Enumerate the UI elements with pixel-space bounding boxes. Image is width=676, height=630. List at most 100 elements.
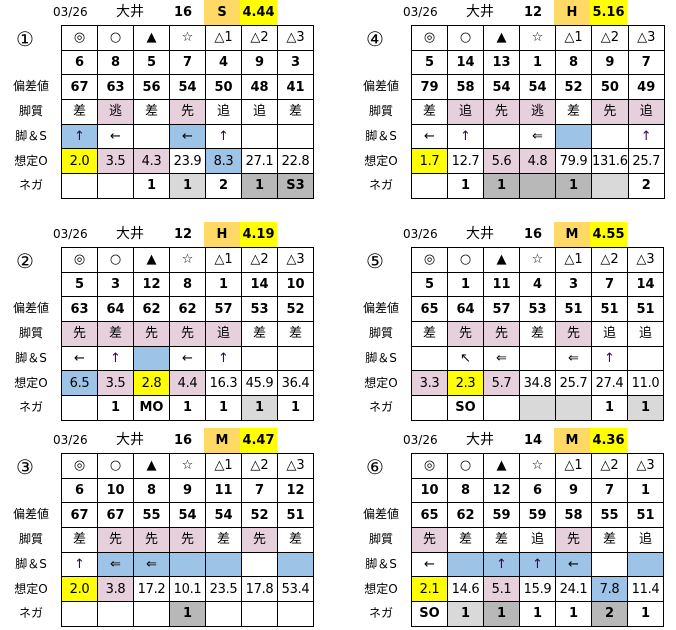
prediction-table: ◎ ○ ▲ ☆ △1 △2 △3 5 14 13 1 8 9 7 79 58 54 54 52 50 49 差追先逃差先追… bbox=[411, 25, 665, 199]
mark-cell: △2 bbox=[241, 247, 278, 273]
horse-number-cell: 9 bbox=[555, 477, 592, 504]
hensa-cell: 79 bbox=[411, 74, 448, 101]
mark-cell: △3 bbox=[277, 247, 314, 273]
horse-number-cell: 8 bbox=[133, 477, 170, 504]
hensa-cell: 51 bbox=[627, 502, 664, 529]
pace-row: ← ↑ ← ↑ bbox=[61, 345, 314, 372]
odds-cell: 25.7 bbox=[627, 148, 665, 175]
horse-number-cell: 10 bbox=[411, 477, 448, 504]
prediction-table: ◎ ○ ▲ ☆ △1 △2 △3 6 10 8 9 11 7 12 67 67 55 54 54 52 51 差先先先差先… bbox=[61, 453, 314, 627]
pace-arrow-cell bbox=[205, 551, 242, 578]
row-label: ネガ bbox=[368, 400, 393, 415]
horse-number-cell: 14 bbox=[447, 49, 484, 76]
row-label: 脚質 bbox=[368, 104, 393, 119]
horse-number-cell: 11 bbox=[483, 271, 520, 298]
odds-cell: 2.8 bbox=[133, 370, 170, 397]
running-style-cell: 差 bbox=[277, 99, 314, 125]
grade-badge: H bbox=[554, 0, 590, 25]
mark-cell: △2 bbox=[591, 453, 628, 479]
pace-arrow-cell: ↑ bbox=[591, 345, 628, 372]
row-label: 想定O bbox=[14, 375, 48, 390]
odds-cell: 7.8 bbox=[591, 576, 628, 603]
nega-cell: 1 bbox=[627, 395, 664, 421]
odds-cell: 2.0 bbox=[61, 148, 98, 175]
running-style-cell: 先 bbox=[169, 321, 206, 347]
horse-number-cell: 12 bbox=[133, 271, 170, 298]
horse-number-cell: 9 bbox=[241, 49, 278, 76]
row-label: ネガ bbox=[18, 400, 43, 415]
hensa-cell: 53 bbox=[241, 296, 278, 323]
nega-cell bbox=[241, 601, 278, 627]
horse-number-cell: 12 bbox=[277, 477, 314, 504]
pace-arrow-cell: ↑ bbox=[447, 123, 484, 150]
pace-arrow-cell: ← bbox=[411, 551, 448, 578]
pace-arrow-cell: ← bbox=[411, 123, 448, 150]
running-style-cell: 差 bbox=[411, 321, 448, 347]
nega-cell: 1 bbox=[205, 395, 242, 421]
race-panel: 03/26 大井 14 M 4.36 ⑥ 偏差値 脚質 脚＆S 想定O ネガ ◎ ○ ▲ ☆ △1 △2 △3 10… bbox=[350, 428, 670, 628]
horse-number-cell: 7 bbox=[627, 49, 665, 76]
nega-cell bbox=[519, 173, 556, 199]
race-date: 03/26 bbox=[53, 227, 88, 241]
pace-arrow-cell bbox=[133, 123, 170, 150]
mark-cell: ○ bbox=[447, 247, 484, 273]
running-style-cell: 先 bbox=[169, 527, 206, 553]
nega-cell bbox=[411, 395, 448, 421]
running-style-cell: 差 bbox=[61, 99, 98, 125]
nega-row: 1 MO 1 1 1 1 bbox=[61, 395, 314, 421]
mark-cell: ◎ bbox=[61, 247, 98, 273]
running-style-cell: 差 bbox=[61, 527, 98, 553]
hensa-row: 67 63 56 54 50 48 41 bbox=[61, 74, 314, 101]
mark-cell: △2 bbox=[241, 453, 278, 479]
running-style-cell: 先 bbox=[555, 527, 592, 553]
running-style-cell: 追 bbox=[519, 527, 556, 553]
odds-cell: 36.4 bbox=[277, 370, 314, 397]
running-style-cell: 追 bbox=[627, 321, 664, 347]
nega-cell: SO bbox=[447, 395, 484, 421]
mark-cell: ☆ bbox=[519, 453, 556, 479]
row-label: 偏差値 bbox=[12, 507, 49, 522]
mark-cell: ☆ bbox=[169, 453, 206, 479]
prediction-table: ◎ ○ ▲ ☆ △1 △2 △3 5 1 11 4 3 7 14 65 64 57 53 51 51 51 差先先差先追追… bbox=[411, 247, 664, 421]
row-label: ネガ bbox=[18, 606, 43, 621]
horse-number-cell: 6 bbox=[519, 477, 556, 504]
odds-row: 2.1 14.6 5.1 15.9 24.1 7.8 11.4 bbox=[411, 576, 664, 603]
nega-cell bbox=[61, 173, 98, 199]
mark-cell: ◎ bbox=[411, 247, 448, 273]
nega-cell: 1 bbox=[169, 395, 206, 421]
odds-cell: 23.5 bbox=[205, 576, 242, 603]
row-label: 想定O bbox=[14, 153, 48, 168]
horse-number-cell: 4 bbox=[205, 49, 242, 76]
hensa-cell: 49 bbox=[627, 74, 665, 101]
race-panel: 03/26 大井 12 H 4.19 ② 偏差値 脚質 脚＆S 想定O ネガ ◎ ○ ▲ ☆ △1 △2 △3 5 3… bbox=[0, 222, 320, 422]
row-label: 偏差値 bbox=[12, 79, 49, 94]
style-row: 先差先先追差差 bbox=[61, 321, 314, 347]
row-label: 脚質 bbox=[368, 326, 393, 341]
odds-row: 6.5 3.5 2.8 4.4 16.3 45.9 36.4 bbox=[61, 370, 314, 397]
grade-badge: H bbox=[204, 222, 240, 247]
index-value: 4.44 bbox=[240, 0, 277, 25]
horse-number-cell: 7 bbox=[241, 477, 278, 504]
running-style-cell: 差 bbox=[205, 527, 242, 553]
pace-arrow-cell bbox=[591, 123, 629, 150]
pace-arrow-cell: ← bbox=[97, 123, 134, 150]
pace-arrow-cell: ↑ bbox=[61, 123, 98, 150]
hensa-cell: 41 bbox=[277, 74, 314, 101]
odds-cell: 2.3 bbox=[447, 370, 484, 397]
horse-number-cell: 10 bbox=[97, 477, 134, 504]
running-style-cell: 追 bbox=[627, 527, 664, 553]
running-style-cell: 先 bbox=[555, 321, 592, 347]
hensa-cell: 50 bbox=[591, 74, 629, 101]
hensa-cell: 67 bbox=[61, 502, 98, 529]
nega-cell: 1 bbox=[241, 395, 278, 421]
hensa-cell: 65 bbox=[411, 502, 448, 529]
race-date: 03/26 bbox=[403, 227, 438, 241]
mark-cell: △3 bbox=[277, 453, 314, 479]
pace-arrow-cell: ↑ bbox=[97, 345, 134, 372]
nega-cell: 1 bbox=[133, 173, 170, 199]
marks-row: ◎ ○ ▲ ☆ △1 △2 △3 bbox=[411, 247, 664, 273]
running-style-cell: 先 bbox=[133, 321, 170, 347]
nega-cell: 1 bbox=[169, 601, 206, 627]
odds-cell: 11.0 bbox=[627, 370, 664, 397]
